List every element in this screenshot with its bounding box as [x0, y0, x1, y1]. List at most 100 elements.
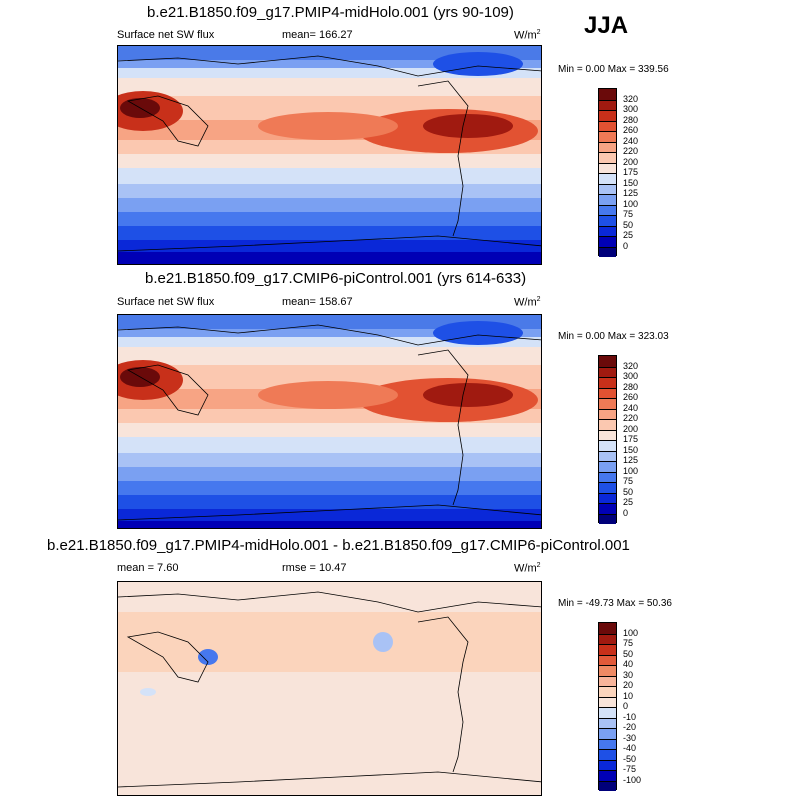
colorbar-cell: [599, 89, 616, 100]
colorbar-cell: [599, 770, 616, 781]
season-label: JJA: [584, 12, 629, 39]
colorbar-cell: [599, 665, 616, 676]
colorbar-tick-label: 100: [623, 465, 639, 476]
colorbar-tick-label: 0: [623, 240, 629, 251]
colorbar-tick-label: 50: [623, 486, 634, 497]
colorbar-cell: [599, 194, 616, 205]
colorbar-cell: [599, 204, 616, 215]
colorbar-cell: [599, 623, 616, 634]
colorbar-tick-label: 150: [623, 177, 639, 188]
colorbar-tick-label: 0: [623, 701, 629, 711]
panel-2-colorbar: 0 25 50 75 100 125 150 175 200 220 240 260 280 300 320: [598, 355, 638, 524]
colorbar-tick-label: 150: [623, 444, 639, 455]
colorbar-cell: [599, 503, 616, 514]
panel-1-mean-label: mean= 166.27: [282, 29, 353, 41]
colorbar-tick-label: 300: [623, 371, 639, 381]
colorbar-tick-label: 200: [623, 156, 639, 167]
colorbar-cell: [599, 236, 616, 247]
colorbar-cell: [599, 356, 616, 367]
colorbar-cell: [599, 696, 616, 707]
colorbar-cell: [599, 759, 616, 770]
colorbar-tick-label: 175: [623, 167, 639, 177]
panel-1-minmax: Min = 0.00 Max = 339.56: [558, 64, 669, 75]
colorbar-tick-label: -100: [623, 774, 642, 785]
colorbar-tick-label: 220: [623, 413, 639, 423]
colorbar-cell: [599, 738, 616, 749]
colorbar-tick-label: 100: [623, 627, 639, 638]
colorbar-cell: [599, 110, 616, 121]
colorbar-tick-label: 300: [623, 104, 639, 114]
colorbar-cell: [599, 717, 616, 728]
colorbar-cell: [599, 707, 616, 718]
colorbar-cell: [599, 644, 616, 655]
colorbar-cell: [599, 377, 616, 388]
colorbar-cell: [599, 482, 616, 493]
colorbar-tick-label: 280: [623, 114, 639, 125]
panel-1-left-label: Surface net SW flux: [117, 29, 215, 41]
colorbar-cell: [599, 141, 616, 152]
panel-1-map: [117, 45, 542, 265]
colorbar-tick-label: 10: [623, 690, 634, 701]
panel-1-title: b.e21.B1850.f09_g17.PMIP4-midHolo.001 (y…: [147, 4, 514, 21]
colorbar-cell: [599, 120, 616, 131]
panel-1-units: W/m2: [514, 29, 541, 42]
colorbar-cell: [599, 173, 616, 184]
colorbar-cell: [599, 398, 616, 409]
colorbar-cell: [599, 461, 616, 472]
panel-2-minmax: Min = 0.00 Max = 323.03: [558, 331, 669, 342]
colorbar-tick-label: 200: [623, 423, 639, 434]
colorbar-tick-label: 25: [623, 230, 634, 240]
colorbar-cell: [599, 686, 616, 697]
colorbar-tick-label: -30: [623, 732, 637, 743]
colorbar-cell: [599, 419, 616, 430]
colorbar-tick-label: 50: [623, 648, 634, 659]
colorbar-cell: [599, 654, 616, 665]
colorbar-tick-label: 125: [623, 455, 639, 465]
colorbar-cell: [599, 152, 616, 163]
colorbar-cell: [599, 728, 616, 739]
colorbar-tick-label: 40: [623, 659, 634, 669]
colorbar-tick-label: 0: [623, 507, 629, 518]
colorbar-cell: [599, 183, 616, 194]
panel-3-minmax: Min = -49.73 Max = 50.36: [558, 598, 672, 609]
colorbar-tick-label: -10: [623, 711, 637, 722]
panel-1-colorbar: 0 25 50 75 100 125 150 175 200 220 240 260 280 300 320: [598, 88, 638, 257]
colorbar-tick-label: 220: [623, 146, 639, 156]
colorbar-tick-label: -40: [623, 743, 637, 753]
colorbar-cell: [599, 215, 616, 226]
colorbar-tick-label: 125: [623, 188, 639, 198]
colorbar-tick-label: 240: [623, 135, 639, 146]
colorbar-tick-label: 75: [623, 638, 634, 648]
panel-2-map: [117, 314, 542, 529]
colorbar-cell: [599, 387, 616, 398]
colorbar-tick-label: 260: [623, 125, 639, 135]
colorbar-cell: [599, 99, 616, 110]
colorbar-tick-label: -50: [623, 753, 637, 764]
colorbar-tick-label: -75: [623, 764, 637, 774]
colorbar-tick-label: 320: [623, 93, 639, 104]
colorbar-cell: [599, 492, 616, 503]
colorbar-cell: [599, 749, 616, 760]
colorbar-tick-label: 20: [623, 680, 634, 690]
panel-3-map: [117, 581, 542, 796]
colorbar-cell: [599, 408, 616, 419]
panel-3-units: W/m2: [514, 562, 541, 575]
colorbar-tick-label: 280: [623, 381, 639, 392]
panel-3-title: b.e21.B1850.f09_g17.PMIP4-midHolo.001 - …: [47, 537, 630, 554]
colorbar-tick-label: 175: [623, 434, 639, 444]
colorbar-cell: [599, 246, 616, 257]
colorbar-cell: [599, 429, 616, 440]
panel-2-mean-label: mean= 158.67: [282, 296, 353, 308]
colorbar-cell: [599, 675, 616, 686]
colorbar-tick-label: 320: [623, 360, 639, 371]
colorbar-cell: [599, 780, 616, 791]
colorbar-tick-label: -20: [623, 722, 637, 732]
panel-2-units: W/m2: [514, 296, 541, 309]
colorbar-tick-label: 240: [623, 402, 639, 413]
panel-3-mean-label: mean = 7.60: [117, 562, 179, 574]
panel-3-rmse-label: rmse = 10.47: [282, 562, 347, 574]
colorbar-tick-label: 100: [623, 198, 639, 209]
colorbar-cell: [599, 450, 616, 461]
colorbar-tick-label: 75: [623, 476, 634, 486]
colorbar-cell: [599, 471, 616, 482]
